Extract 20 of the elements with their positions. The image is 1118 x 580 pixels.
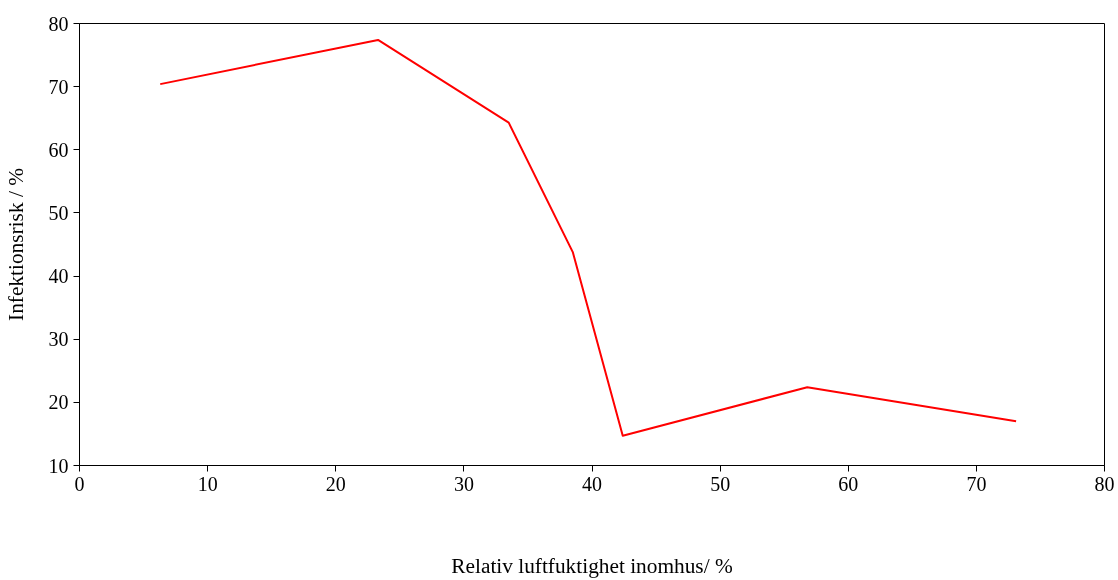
- y-tick-label: 50: [48, 201, 69, 224]
- x-tick-label: 0: [74, 472, 85, 495]
- x-tick-label: 50: [710, 472, 731, 495]
- y-tick-label: 10: [48, 454, 69, 477]
- x-tick-label: 10: [197, 472, 218, 495]
- line-series: [159, 38, 1018, 437]
- y-tick-label: 60: [48, 138, 69, 161]
- x-tick-label: 40: [582, 472, 602, 495]
- y-tick-label: 20: [48, 391, 69, 414]
- x-tick-label: 30: [453, 472, 474, 495]
- y-tick-label: 30: [48, 328, 69, 351]
- x-axis-title: Relativ luftfuktighet inomhus/ %: [451, 553, 733, 578]
- y-tick-label: 80: [48, 12, 69, 35]
- x-tick-label: 80: [1094, 472, 1115, 495]
- y-tick-label: 70: [48, 75, 69, 98]
- x-tick-label: 60: [838, 472, 859, 495]
- x-tick-label: 20: [325, 472, 346, 495]
- x-tick-label: 70: [966, 472, 987, 495]
- y-axis-title: Infektionsrisk / %: [3, 167, 28, 321]
- y-tick-label: 40: [48, 265, 69, 288]
